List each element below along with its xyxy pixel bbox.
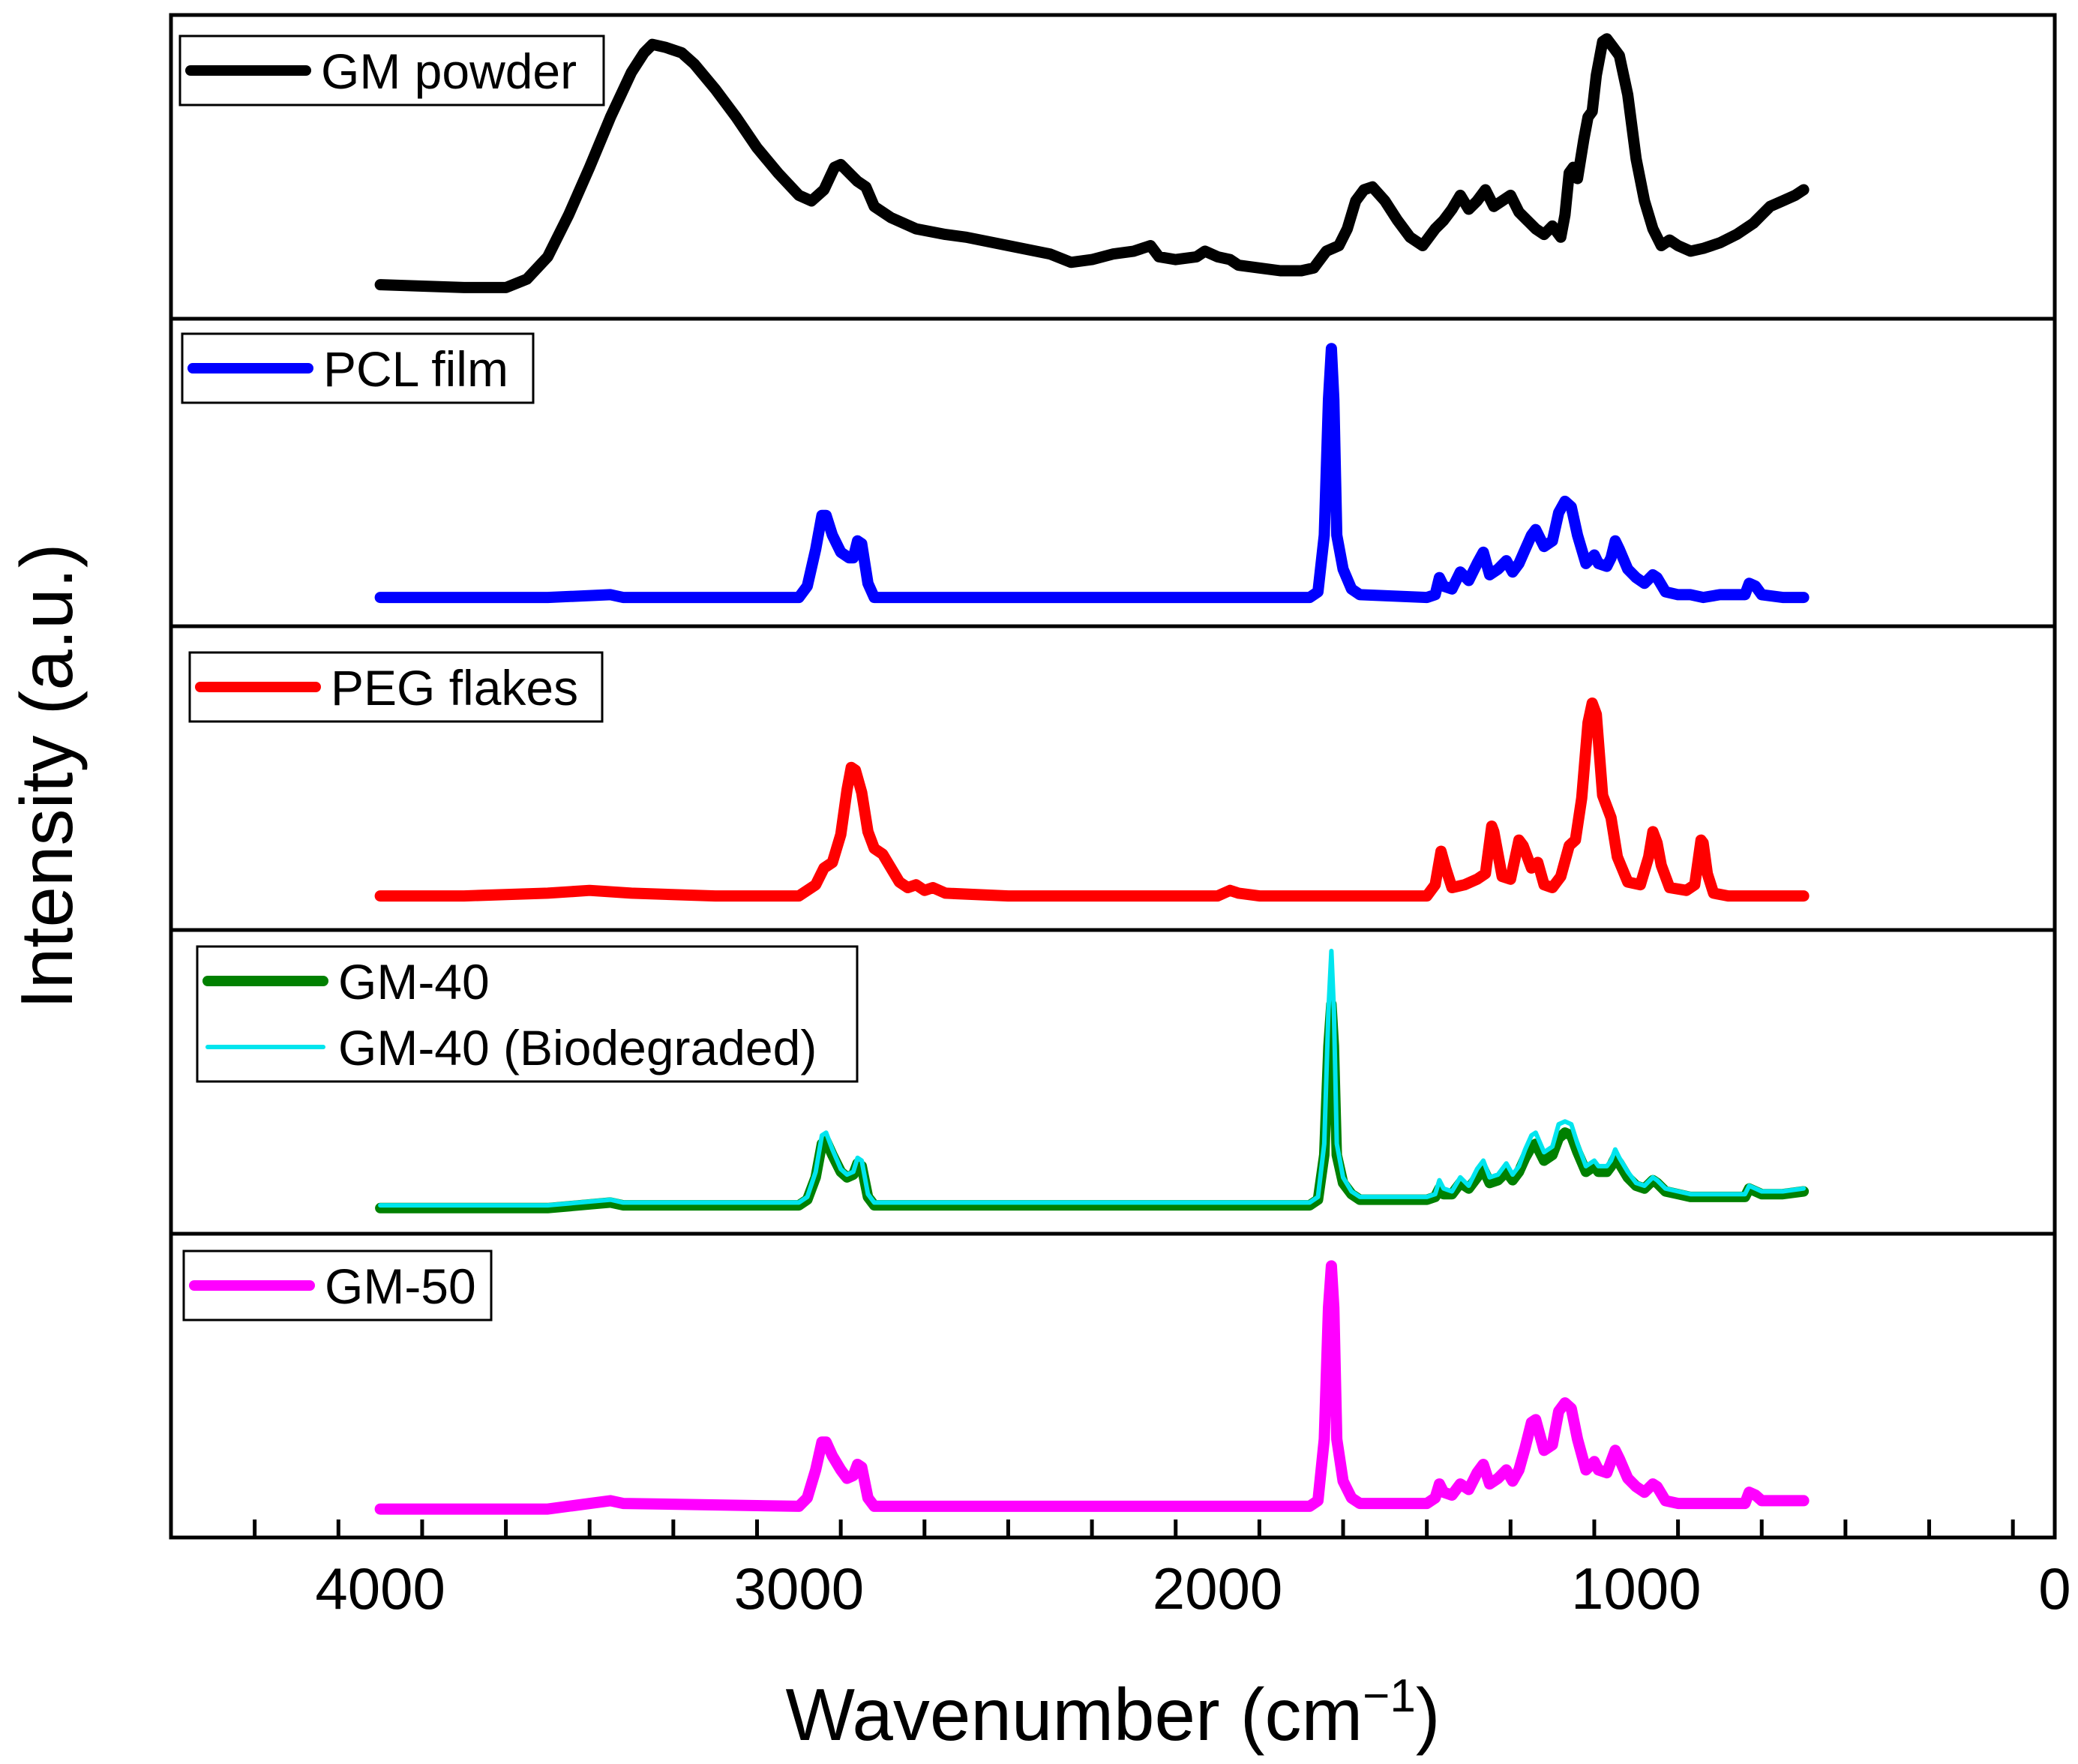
legend-label: GM-40	[338, 954, 490, 1010]
legend-box	[178, 34, 605, 106]
legend-peg-flakes: PEG flakes	[188, 651, 604, 723]
legend-label: GM-50	[325, 1258, 476, 1314]
x-tick-label: 4000	[315, 1556, 445, 1622]
legend-gm-powder: GM powder	[178, 34, 605, 106]
series-line-gm-40-1	[378, 949, 1807, 1208]
y-axis-label: Intensity (a.u.)	[5, 544, 88, 1010]
legend-box	[196, 945, 859, 1083]
x-axis-label-suffix: )	[1416, 1673, 1441, 1756]
chart-panels: GM powder PCL film PEG flakes GM-40 GM-40 (B…	[169, 13, 2057, 1540]
x-tick-label: 0	[2038, 1556, 2071, 1622]
series-line-peg-flakes-0	[374, 698, 1810, 902]
x-tick-label: 3000	[734, 1556, 865, 1622]
series-line-pcl-film-0	[374, 343, 1810, 604]
x-axis-label-superscript: −1	[1363, 1670, 1416, 1722]
series-line-gm-50-0	[374, 1260, 1810, 1515]
panel-gm-50: GM-50	[169, 1232, 2057, 1540]
x-axis: 4000 3000 2000 1000 0	[169, 1520, 2071, 1622]
x-tick-label: 1000	[1571, 1556, 1702, 1622]
panel-gm-powder: GM powder	[169, 13, 2057, 321]
panel-frame	[169, 1232, 2057, 1540]
legend-pcl-film: PCL film	[181, 332, 535, 404]
legend-label: PEG flakes	[331, 660, 578, 716]
panel-gm-40: GM-40 GM-40 (Biodegraded)	[169, 928, 2057, 1236]
panel-pcl-film: PCL film	[169, 316, 2057, 628]
panel-peg-flakes: PEG flakes	[169, 624, 2057, 932]
legend-label: GM powder	[321, 44, 577, 99]
x-axis-label: Wavenumber (cm−1)	[786, 1670, 1441, 1756]
legend-label: PCL film	[323, 341, 508, 397]
legend-gm-40: GM-40 GM-40 (Biodegraded)	[196, 945, 859, 1083]
legend-label: GM-40 (Biodegraded)	[338, 1020, 817, 1076]
legend-gm-50: GM-50	[182, 1250, 493, 1322]
series-line-gm-powder-0	[374, 33, 1810, 293]
x-tick-label: 2000	[1153, 1556, 1283, 1622]
x-axis-label-main: Wavenumber (cm	[786, 1673, 1363, 1756]
